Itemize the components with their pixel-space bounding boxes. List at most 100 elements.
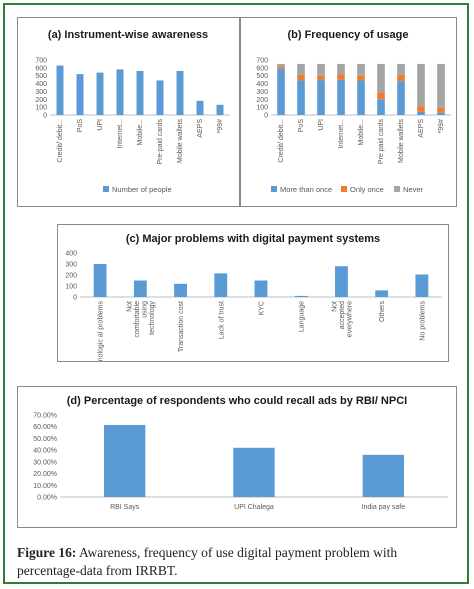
chart-c-bar-technologic-al-problems xyxy=(93,264,107,297)
chart-d-y-tick-label: 30.00% xyxy=(33,459,57,466)
chart-a-bar-mobile-wallets xyxy=(176,71,184,115)
chart-b-bar-mobile-only-once xyxy=(357,75,365,81)
chart-c-bar-language xyxy=(294,295,308,297)
chart-b-x-tick-label: *99# xyxy=(438,119,445,134)
chart-a-y-tick-label: 700 xyxy=(35,58,47,65)
chart-b-y-tick-label: 0 xyxy=(264,113,268,120)
legend-label-number-of-people: Number of people xyxy=(112,185,172,194)
chart-b-x-tick-label: Mobile wallets xyxy=(398,119,405,163)
chart-a-y-tick-label: 500 xyxy=(35,73,47,80)
chart-b-y-tick-label: 400 xyxy=(256,81,268,88)
chart-a-bars xyxy=(56,65,224,115)
chart-c-y-tick-label: 300 xyxy=(65,262,77,269)
chart-d-bar-india-pay-safe xyxy=(362,454,405,497)
chart-b-bar-pre-paid-cards-more-than-once xyxy=(377,99,385,115)
chart-b-bar-mobile-wallets-never xyxy=(397,63,405,75)
chart-c-title: (c) Major problems with digital payment … xyxy=(126,233,380,245)
legend-label-only-once: Only once xyxy=(350,185,384,194)
chart-b-bar-99-more-than-once xyxy=(437,112,445,115)
caption-label: Figure 16: xyxy=(17,545,77,560)
chart-c-bar-not-comfortable-using-technology xyxy=(133,280,147,297)
chart-b-bar-pos-only-once xyxy=(297,74,305,81)
chart-b-legend: More than once Only once Never xyxy=(271,185,424,194)
chart-a-bar-mobile xyxy=(136,71,144,115)
panel-major-problems: (c) Major problems with digital payment … xyxy=(57,224,449,376)
chart-b-bar-pos-more-than-once xyxy=(297,80,305,115)
chart-a-x-tick-label: Pre-paid cards xyxy=(157,119,164,165)
chart-c-bar-lack-of-trust xyxy=(214,273,228,297)
chart-a-y-tick-label: 100 xyxy=(35,105,47,112)
chart-b-bar-upi-never xyxy=(317,63,325,76)
panel-ad-recall: (d) Percentage of respondents who could … xyxy=(17,386,457,528)
chart-b-bar-99-never xyxy=(437,63,445,108)
chart-b-bar-mobile-more-than-once xyxy=(357,80,365,115)
chart-b-y-tick-label: 300 xyxy=(256,89,268,96)
chart-b-bar-pos-never xyxy=(297,63,305,75)
chart-c-x-tick-label: Notcomfortableusingtechnology xyxy=(127,301,157,338)
chart-a-y-tick-label: 600 xyxy=(35,65,47,72)
chart-a-y-tick-label: 0 xyxy=(43,113,47,120)
chart-major-problems: (c) Major problems with digital payment … xyxy=(65,233,442,376)
chart-b-bar-mobile-wallets-more-than-once xyxy=(397,81,405,115)
chart-d-y-tick-label: 10.00% xyxy=(33,483,57,490)
chart-b-x-tick-label: AEPS xyxy=(418,119,425,138)
chart-b-x-axis: Credit/ debit... PoS UPI Internet... Mobile.… xyxy=(278,119,445,165)
chart-a-bar-pos xyxy=(76,74,84,115)
chart-a-bar-credit-debit xyxy=(56,65,64,115)
chart-d-x-tick-label: UPI Chalega xyxy=(234,504,274,511)
chart-b-y-tick-label: 700 xyxy=(256,58,268,65)
chart-c-x-tick-label: Language xyxy=(299,301,306,332)
chart-b-bar-internet-more-than-once xyxy=(337,79,345,115)
chart-d-bar-upi-chalega xyxy=(233,447,275,497)
chart-b-bar-mobile-wallets-only-once xyxy=(397,74,405,82)
chart-c-x-tick-label: Others xyxy=(379,301,386,323)
chart-b-bar-credit-debit-only-once xyxy=(277,66,285,69)
chart-d-bar-rbi-says xyxy=(103,424,146,497)
chart-a-y-tick-label: 200 xyxy=(35,97,47,104)
legend-swatch-never xyxy=(394,186,400,192)
chart-b-bar-pre-paid-cards-only-once xyxy=(377,92,385,100)
chart-c-y-tick-label: 400 xyxy=(65,251,77,258)
chart-d-bars xyxy=(103,424,405,497)
chart-c-y-tick-label: 200 xyxy=(65,273,77,280)
chart-c-x-tick-label: KYC xyxy=(259,301,266,315)
chart-b-x-tick-label: PoS xyxy=(298,119,305,133)
chart-instrument-awareness: (a) Instrument-wise awareness 0100200300… xyxy=(35,29,230,194)
chart-d-y-tick-label: 20.00% xyxy=(33,471,57,478)
chart-b-y-tick-label: 200 xyxy=(256,97,268,104)
chart-a-bar-pre-paid-cards xyxy=(156,80,164,115)
chart-a-bar-99 xyxy=(216,104,224,115)
chart-d-y-tick-label: 60.00% xyxy=(33,424,57,431)
chart-b-bar-upi-only-once xyxy=(317,75,325,81)
legend-label-never: Never xyxy=(403,185,424,194)
legend-label-more-than-once: More than once xyxy=(280,185,332,194)
chart-c-bar-not-accepted-everywhere xyxy=(335,266,348,297)
chart-a-x-axis: Credit/ debit... PoS UPI Internet... Mobile.… xyxy=(57,119,224,165)
chart-b-x-tick-label: Mobile... xyxy=(358,119,365,146)
chart-b-bar-internet-never xyxy=(337,63,345,75)
chart-a-bar-upi xyxy=(96,72,104,115)
chart-a-x-tick-label: Credit/ debit... xyxy=(57,119,64,163)
chart-d-x-tick-label: India pay safe xyxy=(362,504,406,511)
chart-b-x-tick-label: Internet... xyxy=(338,119,345,149)
legend-swatch-more-than-once xyxy=(271,186,277,192)
chart-a-x-tick-label: Mobile wallets xyxy=(177,119,184,163)
chart-c-bar-transaction-cost xyxy=(174,283,187,297)
chart-b-y-tick-label: 100 xyxy=(256,105,268,112)
chart-c-x-tick-label: Lack of trust xyxy=(218,301,225,339)
chart-frequency-usage: (b) Frequency of usage 01002003004005006… xyxy=(256,29,451,194)
caption-text: Awareness, frequency of use digital paym… xyxy=(17,545,398,578)
chart-c-x-tick-label: No problems xyxy=(419,301,426,341)
chart-b-bar-internet-only-once xyxy=(337,74,345,80)
chart-d-x-axis: RBI Says UPI Chalega India pay safe xyxy=(110,504,405,511)
chart-a-x-tick-label: AEPS xyxy=(197,119,204,138)
chart-a-x-tick-label: UPI xyxy=(97,119,104,131)
chart-d-y-tick-label: 70.00% xyxy=(33,413,57,420)
chart-a-x-tick-label: Internet... xyxy=(117,119,124,149)
chart-b-bar-mobile-never xyxy=(357,63,365,76)
chart-c-bars xyxy=(93,264,429,297)
chart-b-bar-aeps-only-once xyxy=(417,106,425,112)
chart-b-bar-credit-debit-never xyxy=(277,63,285,67)
chart-d-y-tick-label: 0.00% xyxy=(37,495,57,502)
chart-b-bar-pre-paid-cards-never xyxy=(377,63,385,93)
